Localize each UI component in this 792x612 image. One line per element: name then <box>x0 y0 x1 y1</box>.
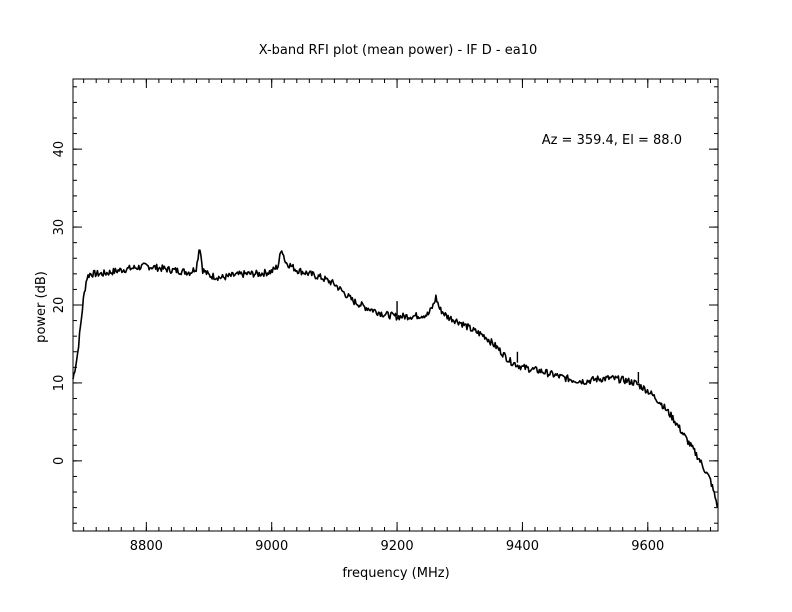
power-series-line <box>72 249 719 508</box>
x-tick-label: 9200 <box>381 539 414 554</box>
tick-labels: 8800 9000 9200 9400 9600 0 10 20 30 40 <box>52 141 664 554</box>
x-tick-label: 8800 <box>130 539 163 554</box>
chart-title: X-band RFI plot (mean power) - IF D - ea… <box>259 43 538 58</box>
major-ticks <box>73 79 718 531</box>
az-el-annotation: Az = 359.4, El = 88.0 <box>542 133 682 148</box>
x-tick-label: 9400 <box>506 539 539 554</box>
y-tick-label: 0 <box>52 457 67 465</box>
y-tick-label: 20 <box>52 297 67 314</box>
x-axis-label: frequency (MHz) <box>342 566 449 581</box>
y-tick-label: 10 <box>52 375 67 392</box>
series-group <box>72 249 719 508</box>
x-tick-label: 9600 <box>631 539 664 554</box>
x-tick-label: 9000 <box>255 539 288 554</box>
y-tick-label: 30 <box>52 219 67 236</box>
y-tick-label: 40 <box>52 141 67 158</box>
y-axis-label: power (dB) <box>34 271 49 343</box>
